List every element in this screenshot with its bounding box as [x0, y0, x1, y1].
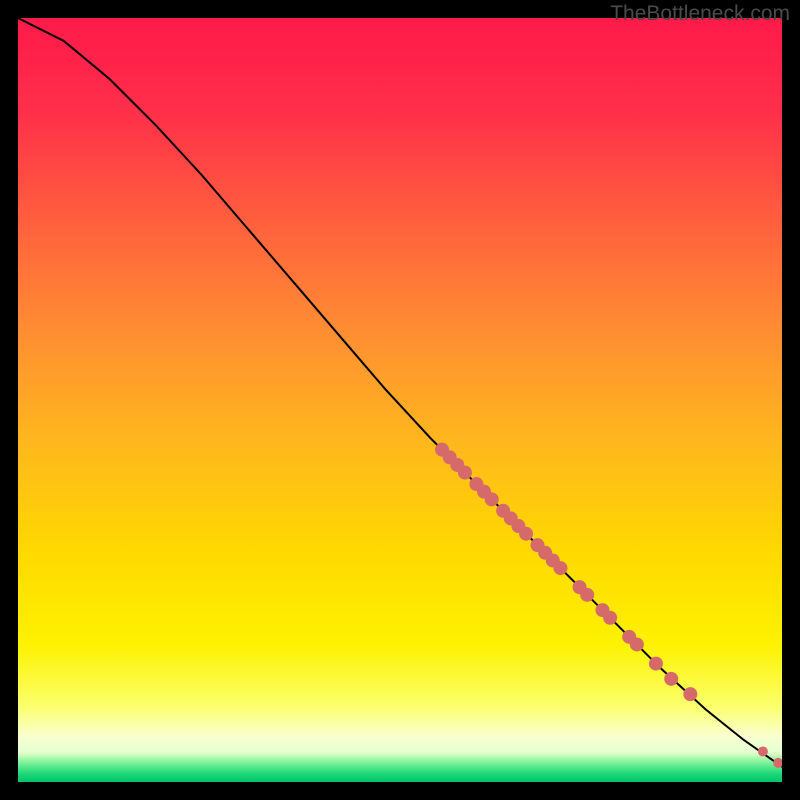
- bottleneck-curve: [18, 18, 782, 767]
- data-point: [603, 611, 617, 625]
- data-point: [649, 657, 663, 671]
- watermark-text: TheBottleneck.com: [610, 2, 790, 26]
- data-point: [519, 527, 533, 541]
- data-point: [683, 687, 697, 701]
- plot-area: [18, 18, 782, 782]
- bottleneck-curve-svg: [18, 18, 782, 782]
- data-point: [580, 588, 594, 602]
- data-point: [773, 758, 782, 768]
- data-point: [458, 466, 472, 480]
- data-point: [485, 492, 499, 506]
- data-point: [758, 746, 768, 756]
- chart-frame: TheBottleneck.com: [0, 0, 800, 800]
- data-point: [630, 637, 644, 651]
- data-point: [553, 561, 567, 575]
- data-point: [664, 672, 678, 686]
